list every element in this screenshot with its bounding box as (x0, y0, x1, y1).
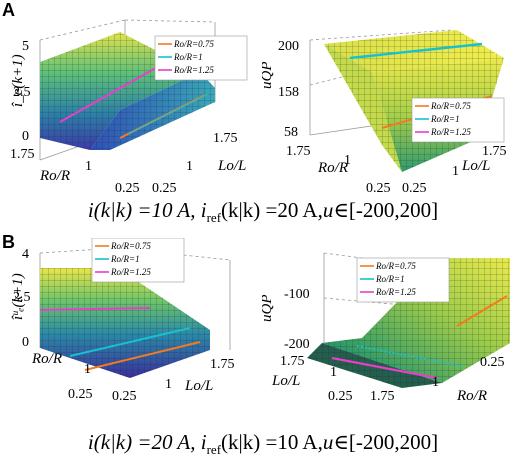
caption-sub: ref (206, 442, 222, 458)
ro-tick: 1.75 (286, 144, 311, 159)
caption-text: u (322, 430, 334, 454)
z-axis-label: î_e(k+1) (10, 54, 26, 107)
z-tick: 58 (284, 125, 298, 140)
legend-label: Ro/R=1 (173, 52, 203, 62)
z-tick: 2.5 (13, 85, 31, 100)
lo-axis-label: Lo/L (461, 158, 490, 174)
chart-b-left: Ro/R=0.75 Ro/R=1 Ro/R=1.25 4 2.5 0 îᵘₑ(k… (10, 238, 235, 404)
z-tick: -100 (284, 287, 310, 302)
lo-tick: 0.25 (152, 181, 177, 195)
ro-axis-label: Ro/R (456, 388, 487, 404)
caption-text: i(k|k) =10 A, i (87, 198, 207, 222)
ro-tick: 1.75 (10, 147, 35, 162)
lo-tick: 1.75 (482, 144, 507, 159)
caption-text: (k|k) =10 A, (221, 430, 323, 454)
panel-letter-b: B (2, 232, 15, 252)
z-tick: 5 (22, 39, 29, 54)
ro-tick: 1 (85, 159, 92, 174)
legend-label: Ro/R=1 (110, 254, 140, 264)
lo-tick: 0.25 (328, 389, 353, 404)
ro-axis-label: Ro/R (317, 160, 348, 176)
lo-axis-label: Lo/L (184, 378, 213, 394)
caption-text: ∈[-200,200] (333, 430, 439, 454)
caption-text: i(k|k) =20 A, i (87, 430, 207, 454)
lo-tick: 0.25 (112, 389, 137, 404)
ro-tick: 0.25 (366, 181, 391, 195)
caption-text: (k|k) =20 A, (221, 198, 323, 222)
z-axis-label: uQP (262, 295, 275, 323)
ro-tick: 1 (84, 362, 91, 377)
ro-axis-label: Ro/R (39, 168, 70, 184)
lo-tick: 0.25 (402, 181, 427, 195)
caption-text: u (322, 198, 334, 222)
chart-a-left: Ro/R=0.75 Ro/R=1 Ro/R=1.25 5 2.5 0 î_e(k… (10, 19, 248, 195)
legend-label: Ro/R=1.25 (375, 287, 416, 297)
lo-tick: 1.75 (280, 354, 305, 369)
legend-label: Ro/R=1 (430, 114, 460, 124)
z-tick: 2.5 (13, 290, 31, 305)
legend-label: Ro/R=1.25 (110, 267, 151, 277)
caption-text: ∈[-200,200] (333, 198, 439, 222)
lo-tick: 1 (330, 365, 337, 380)
z-axis-label: uQP (262, 62, 275, 90)
z-tick: 158 (278, 85, 299, 100)
caption-b: i(k|k) =20 A, iref(k|k) =10 A,u∈[-200,20… (0, 430, 526, 458)
legend-label: Ro/R=0.75 (375, 261, 416, 271)
panel-letter-a: A (2, 0, 15, 20)
z-tick: 0 (22, 129, 29, 144)
chart-a-right: Ro/R=0.75 Ro/R=1 Ro/R=1.25 200 158 58 uQ… (262, 29, 507, 195)
ro-axis-label: Ro/R (31, 351, 62, 367)
caption-sub: ref (206, 210, 222, 226)
legend-label: Ro/R=1 (375, 274, 405, 284)
lo-tick: 1 (452, 164, 459, 179)
ro-tick: 0.25 (68, 387, 93, 402)
lo-tick: 1 (186, 159, 193, 174)
ro-tick: 0.25 (480, 355, 505, 370)
ro-tick: 1 (344, 153, 351, 168)
legend-label: Ro/R=0.75 (173, 39, 214, 49)
legend-label: Ro/R=1.25 (430, 127, 471, 137)
z-tick: 0 (22, 335, 29, 350)
z-tick: -200 (284, 337, 310, 352)
z-axis-label: îᵘₑ(k+1) (10, 273, 26, 320)
ro-tick: 0.25 (115, 181, 140, 195)
caption-a: i(k|k) =10 A, iref(k|k) =20 A,u∈[-200,20… (0, 198, 526, 226)
legend-label: Ro/R=0.75 (110, 241, 151, 251)
lo-tick: 1.75 (213, 131, 238, 146)
chart-b-right: Ro/R=0.75 Ro/R=1 Ro/R=1.25 -100 -200 uQP… (262, 252, 510, 404)
legend-label: Ro/R=1.25 (173, 65, 214, 75)
lo-axis-label: Lo/L (271, 373, 300, 389)
lo-axis-label: Lo/L (217, 158, 246, 174)
ro-tick: 1 (432, 375, 439, 390)
lo-tick: 1.75 (210, 357, 235, 372)
z-tick: 4 (22, 247, 29, 262)
ro-tick: 1.75 (370, 389, 395, 404)
legend-label: Ro/R=0.75 (430, 101, 471, 111)
lo-tick: 1 (165, 377, 172, 392)
z-tick: 200 (278, 39, 299, 54)
